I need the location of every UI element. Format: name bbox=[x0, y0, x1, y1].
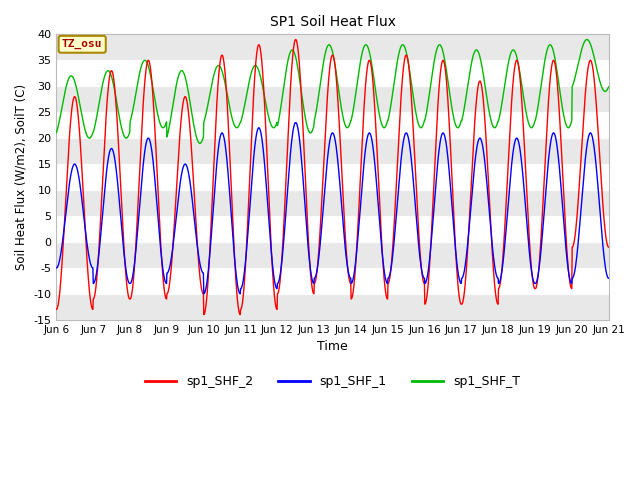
sp1_SHF_1 bbox=[52, 265, 60, 271]
Bar bbox=[56, 294, 609, 320]
sp1_SHF_T bbox=[52, 130, 60, 135]
sp1_SHF_T bbox=[162, 121, 170, 127]
sp1_SHF_2 bbox=[491, 286, 499, 292]
sp1_SHF_1 bbox=[605, 276, 612, 281]
sp1_SHF_2 bbox=[52, 307, 60, 312]
sp1_SHF_2 bbox=[419, 276, 427, 282]
Line: sp1_SHF_1: sp1_SHF_1 bbox=[56, 122, 609, 294]
Text: TZ_osu: TZ_osu bbox=[62, 39, 102, 49]
Bar bbox=[56, 86, 609, 112]
sp1_SHF_2 bbox=[200, 312, 207, 317]
sp1_SHF_T bbox=[540, 67, 547, 72]
Bar bbox=[56, 138, 609, 164]
sp1_SHF_T bbox=[491, 125, 499, 131]
X-axis label: Time: Time bbox=[317, 340, 348, 353]
sp1_SHF_2 bbox=[540, 185, 548, 191]
Bar bbox=[56, 35, 609, 60]
sp1_SHF_T bbox=[196, 141, 204, 146]
sp1_SHF_1 bbox=[491, 266, 499, 272]
sp1_SHF_T bbox=[583, 36, 591, 42]
Line: sp1_SHF_T: sp1_SHF_T bbox=[56, 39, 609, 144]
Bar bbox=[56, 190, 609, 216]
sp1_SHF_2 bbox=[175, 141, 183, 147]
sp1_SHF_1 bbox=[419, 273, 427, 278]
Y-axis label: Soil Heat Flux (W/m2), SoilT (C): Soil Heat Flux (W/m2), SoilT (C) bbox=[15, 84, 28, 270]
Bar bbox=[56, 242, 609, 268]
sp1_SHF_2 bbox=[162, 295, 170, 301]
sp1_SHF_1 bbox=[175, 187, 183, 193]
sp1_SHF_T bbox=[605, 84, 612, 90]
sp1_SHF_1 bbox=[292, 120, 300, 125]
sp1_SHF_2 bbox=[605, 244, 612, 250]
sp1_SHF_2 bbox=[292, 36, 300, 42]
Legend: sp1_SHF_2, sp1_SHF_1, sp1_SHF_T: sp1_SHF_2, sp1_SHF_1, sp1_SHF_T bbox=[140, 371, 525, 394]
sp1_SHF_T bbox=[175, 71, 183, 77]
sp1_SHF_T bbox=[419, 123, 426, 129]
sp1_SHF_T bbox=[237, 117, 245, 123]
sp1_SHF_1 bbox=[540, 214, 548, 220]
sp1_SHF_2 bbox=[237, 305, 245, 311]
Line: sp1_SHF_2: sp1_SHF_2 bbox=[56, 39, 609, 314]
sp1_SHF_1 bbox=[162, 280, 170, 286]
sp1_SHF_1 bbox=[237, 285, 245, 291]
sp1_SHF_1 bbox=[200, 291, 207, 297]
Title: SP1 Soil Heat Flux: SP1 Soil Heat Flux bbox=[269, 15, 396, 29]
